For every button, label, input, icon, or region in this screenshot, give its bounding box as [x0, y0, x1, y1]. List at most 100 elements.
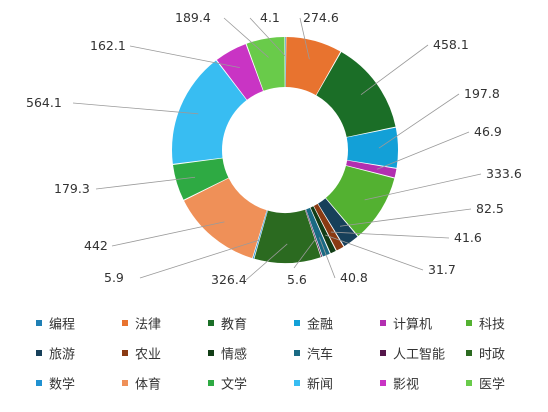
leader-line-影视 [129, 45, 240, 68]
data-labels: 4.1 274.6 458.1 197.8 46.9 333.6 82.5 41.6 31.7 4… [26, 10, 522, 287]
leader-line-体育 [111, 221, 225, 247]
legend-item-时政[interactable]: 时政 [466, 348, 505, 363]
legend-item-数学[interactable]: 数学 [36, 377, 75, 393]
legend-swatch-医学 [466, 380, 472, 386]
legend-label-情感: 情感 [221, 347, 247, 363]
data-label-科技: 333.6 [486, 166, 522, 181]
legend-label-影视: 影视 [393, 378, 419, 393]
legend-label-农业: 农业 [135, 348, 161, 363]
legend-label-时政: 时政 [479, 348, 505, 363]
data-label-情感: 31.7 [428, 262, 456, 277]
slice-法律 [285, 37, 341, 96]
legend-swatch-法律 [122, 320, 128, 326]
leader-line-教育 [360, 44, 429, 96]
data-label-计算机: 46.9 [474, 124, 502, 139]
data-label-编程: 4.1 [260, 10, 280, 25]
slice-情感 [310, 206, 336, 254]
legend-item-金融[interactable]: 金融 [294, 317, 333, 333]
legend-label-科技: 科技 [479, 318, 505, 333]
legend-item-医学[interactable]: 医学 [466, 377, 505, 393]
legend-swatch-汽车 [294, 350, 300, 356]
legend-swatch-科技 [466, 320, 472, 326]
legend-swatch-农业 [122, 350, 128, 356]
legend-item-情感[interactable]: 情感 [208, 347, 247, 363]
legend-swatch-旅游 [36, 350, 42, 356]
data-label-文学: 179.3 [54, 181, 90, 196]
legend-label-医学: 医学 [479, 377, 505, 393]
legend-item-人工智能[interactable]: 人工智能 [380, 348, 445, 363]
leader-line-科技 [364, 173, 482, 201]
leader-line-情感 [325, 234, 424, 271]
leader-line-农业 [330, 231, 450, 239]
legend-item-新闻[interactable]: 新闻 [294, 377, 333, 393]
leader-line-法律 [299, 17, 310, 60]
data-label-体育: 442 [84, 238, 108, 253]
legend-item-编程[interactable]: 编程 [36, 318, 75, 333]
data-label-农业: 41.6 [454, 230, 482, 245]
slice-金融 [346, 127, 399, 168]
slice-新闻 [172, 60, 247, 164]
slice-汽车 [306, 207, 330, 257]
legend-swatch-金融 [294, 320, 300, 326]
leader-line-人工智能 [293, 238, 316, 269]
legend-item-农业[interactable]: 农业 [122, 348, 161, 363]
legend-item-旅游[interactable]: 旅游 [36, 348, 75, 363]
legend-swatch-文学 [208, 380, 214, 386]
legend-item-汽车[interactable]: 汽车 [294, 347, 333, 363]
legend-label-体育: 体育 [135, 377, 161, 393]
legend-label-文学: 文学 [221, 377, 247, 393]
legend-swatch-时政 [466, 350, 472, 356]
data-label-汽车: 40.8 [340, 270, 368, 285]
legend-label-法律: 法律 [135, 318, 161, 333]
legend-label-计算机: 计算机 [393, 318, 432, 333]
legend-label-编程: 编程 [49, 318, 75, 333]
data-label-医学: 189.4 [175, 10, 211, 25]
legend-label-人工智能: 人工智能 [393, 348, 445, 363]
slice-影视 [216, 44, 264, 100]
legend-label-汽车: 汽车 [307, 347, 333, 363]
leader-line-文学 [95, 176, 196, 190]
legend-label-金融: 金融 [307, 317, 333, 333]
legend-swatch-数学 [36, 380, 42, 386]
data-label-人工智能: 5.6 [287, 272, 307, 287]
data-label-教育: 458.1 [433, 37, 469, 52]
legend-swatch-教育 [208, 320, 214, 326]
legend-label-旅游: 旅游 [49, 348, 75, 363]
leader-line-新闻 [72, 102, 199, 115]
legend-swatch-影视 [380, 380, 386, 386]
legend-label-教育: 教育 [221, 317, 247, 333]
leader-line-金融 [378, 93, 460, 149]
slice-科技 [325, 165, 395, 236]
data-label-金融: 197.8 [464, 86, 500, 101]
leader-line-数学 [139, 239, 259, 279]
slice-旅游 [318, 198, 358, 247]
data-label-法律: 274.6 [303, 10, 339, 25]
slice-体育 [184, 178, 267, 259]
leader-line-医学 [223, 17, 269, 58]
leader-line-编程 [249, 17, 286, 57]
legend-label-数学: 数学 [49, 377, 75, 393]
slice-文学 [172, 158, 229, 200]
slice-时政 [254, 209, 321, 263]
data-label-旅游: 82.5 [476, 201, 504, 216]
legend-item-文学[interactable]: 文学 [208, 377, 247, 393]
legend-swatch-情感 [208, 350, 214, 356]
legend-item-科技[interactable]: 科技 [466, 318, 505, 333]
legend-swatch-计算机 [380, 320, 386, 326]
leader-lines [72, 17, 482, 281]
legend-swatch-体育 [122, 380, 128, 386]
legend-item-体育[interactable]: 体育 [122, 377, 161, 393]
leader-line-旅游 [339, 208, 472, 227]
legend-swatch-人工智能 [380, 350, 386, 356]
leader-line-时政 [245, 243, 288, 281]
legend-label-新闻: 新闻 [307, 377, 333, 393]
legend-item-影视[interactable]: 影视 [380, 378, 419, 393]
legend-item-法律[interactable]: 法律 [122, 318, 161, 333]
donut-slices [172, 37, 399, 263]
legend-item-教育[interactable]: 教育 [208, 317, 247, 333]
legend-item-计算机[interactable]: 计算机 [380, 318, 432, 333]
legend-swatch-新闻 [294, 380, 300, 386]
slice-医学 [246, 37, 285, 91]
data-label-数学: 5.9 [104, 270, 124, 285]
